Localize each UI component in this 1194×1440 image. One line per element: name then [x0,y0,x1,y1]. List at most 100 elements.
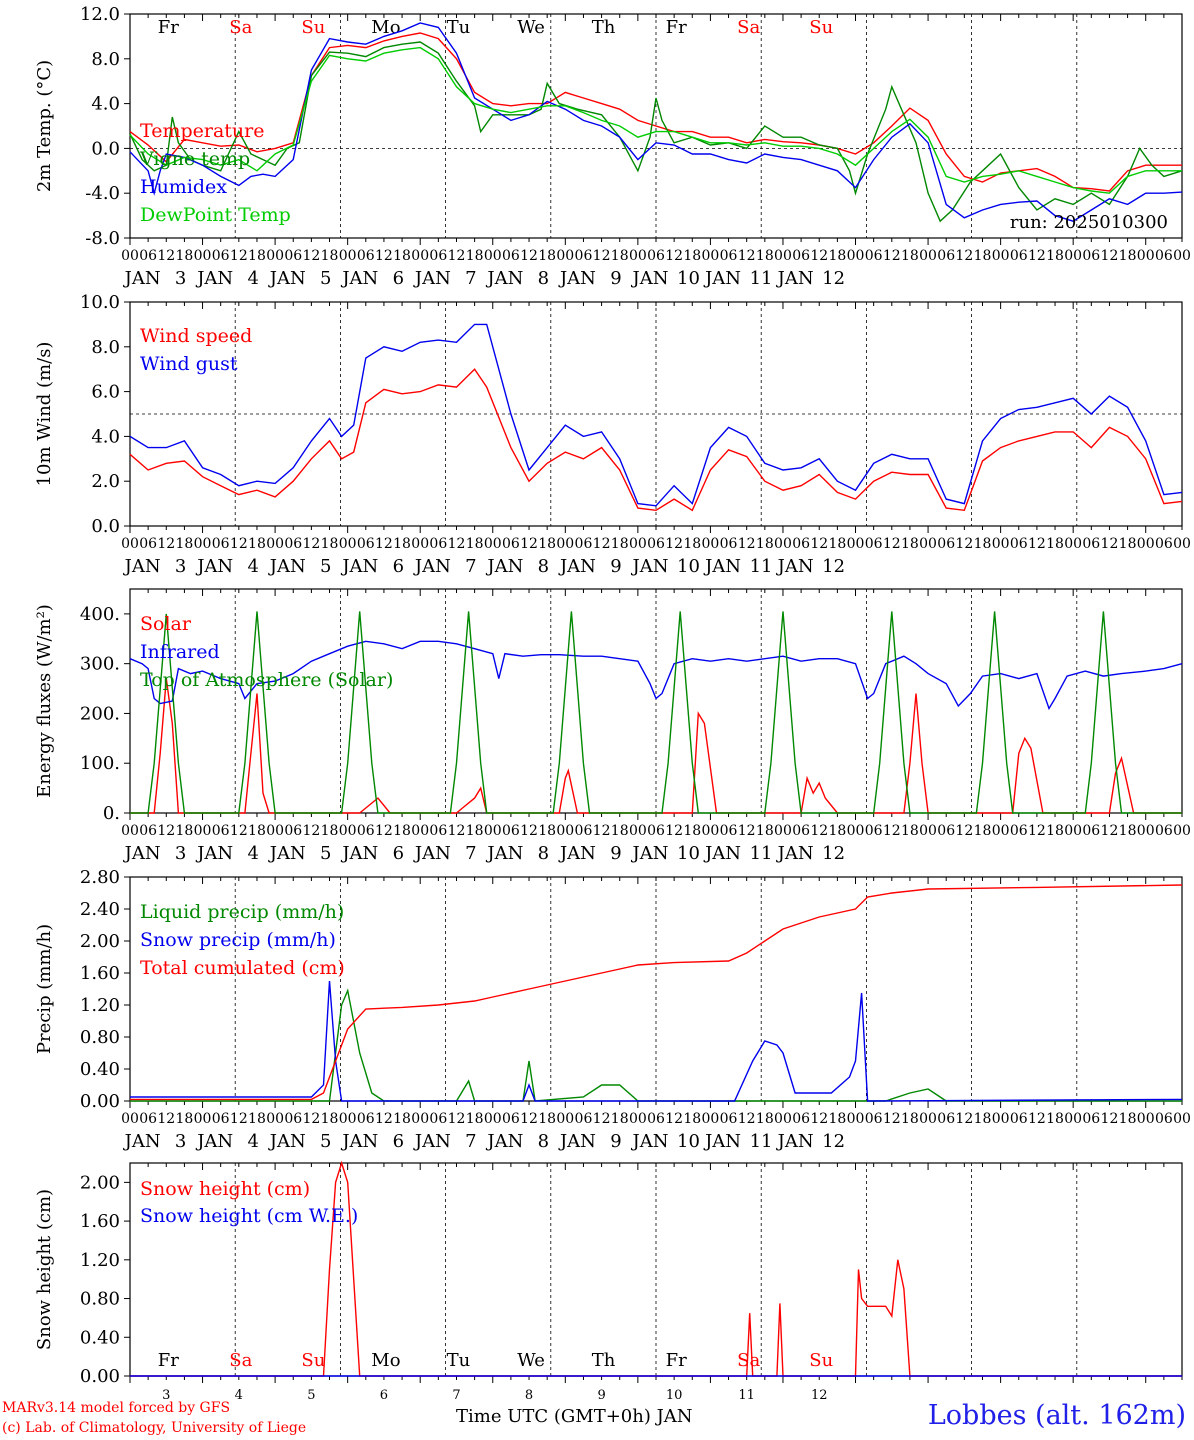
x-hour-label: 06 [1082,248,1100,264]
x-hour-label: 06 [212,536,230,552]
panel-3: 0. 100. 200. 300. 400. Energy fluxes (W/m²) 00… [34,588,1191,864]
x-hour-label: 00 [1064,536,1082,552]
x-day-number: 3 [162,1388,170,1403]
y-axis-title: Snow height (cm) [34,1189,55,1350]
x-hour-label: 00 [339,823,357,839]
weekday-label: We [517,1350,545,1371]
x-hour-label: 00 [484,536,502,552]
x-hour-label: 18 [466,823,484,839]
y-tick-label: 4.0 [91,426,120,447]
x-hour-label: 12 [157,823,175,839]
x-day-label: 3 [175,556,186,577]
lab-credit: (c) Lab. of Climatology, University of L… [2,1420,307,1436]
x-hour-label: 00 [339,536,357,552]
series-line [129,22,1183,222]
weekday-label: We [517,17,545,38]
x-hour-label: 18 [683,536,701,552]
x-month-label: JAN [776,556,814,577]
panel-5: 0.00 0.40 0.80 1.20 1.60 2.00 Snow height (cm)… [34,1160,1183,1403]
x-day-label: 12 [822,268,845,289]
x-hour-label: 12 [157,248,175,264]
x-hour-label: 06 [865,823,883,839]
y-tick-label: 0.00 [80,1366,120,1387]
x-hour-label: 12 [375,536,393,552]
x-hour-label: 12 [230,823,248,839]
x-hour-label: 06 [502,248,520,264]
x-hour-label: 18 [393,1111,411,1127]
x-hour-label: 12 [1101,1111,1119,1127]
x-hour-label: 18 [974,536,992,552]
x-hour-label: 18 [393,536,411,552]
x-hour-label: 00 [629,1111,647,1127]
x-day-number: 7 [452,1388,460,1403]
x-hour-label: 00 [121,248,139,264]
x-month-label: JAN [195,843,233,864]
x-hour-label: 18 [683,823,701,839]
plot-frame [129,588,1183,814]
weekday-label: Su [301,1350,325,1371]
x-hour-label: 18 [1046,536,1064,552]
x-hour-label: 12 [810,1111,828,1127]
x-hour-label: 18 [248,536,266,552]
x-hour-label: 12 [302,1111,320,1127]
x-hour-label: 00 [992,823,1010,839]
x-month-label: JAN [558,1131,596,1152]
x-hour-label: 00 [701,823,719,839]
x-hour-label: 06 [1010,823,1028,839]
x-month-label: JAN [413,556,451,577]
x-hour-label: 06 [139,823,157,839]
x-hour-label: 12 [883,1111,901,1127]
x-hour-label: 18 [756,823,774,839]
x-hour-label: 06 [212,1111,230,1127]
x-day-label: 10 [677,556,700,577]
x-month-label: JAN [268,843,306,864]
x-hour-label: 12 [157,536,175,552]
weekday-label: Mo [371,17,400,38]
x-hour-label: 12 [665,823,683,839]
x-hour-label: 00 [121,823,139,839]
x-month-label: JAN [631,268,669,289]
x-hour-label: 12 [375,1111,393,1127]
x-hour-label: 18 [828,248,846,264]
x-month-label: JAN [776,1131,814,1152]
station-label: Lobbes (alt. 162m) [927,1400,1186,1431]
x-hour-label: 06 [937,248,955,264]
x-hour-label: 12 [883,536,901,552]
x-hour-label: 12 [738,823,756,839]
x-day-label: 11 [750,843,773,864]
x-hour-label: 06 [647,536,665,552]
x-hour-label: 06 [865,536,883,552]
x-hour-label: 06 [720,823,738,839]
series-line [130,980,1183,1102]
y-tick-label: 1.20 [80,1250,120,1271]
x-hour-label: 00 [847,536,865,552]
x-hour-label: 18 [175,248,193,264]
series-line [130,611,1182,814]
x-hour-label: 06 [357,1111,375,1127]
legend-entry: Infrared [140,641,220,663]
weekday-label: Fr [666,17,687,38]
x-hour-label: 12 [230,248,248,264]
x-day-number: 6 [380,1388,388,1403]
x-hour-label: 06 [502,536,520,552]
x-day-label: 10 [677,268,700,289]
weekday-label: Su [809,1350,833,1371]
legend-entry: Temperature [140,120,264,142]
x-hour-label: 06 [575,1111,593,1127]
y-tick-label: 0.40 [80,1059,120,1080]
y-tick-label: 8.0 [91,337,120,358]
x-hour-label: 06 [212,248,230,264]
x-day-label: 8 [538,268,549,289]
x-day-number: 11 [738,1388,755,1403]
x-day-number: 9 [597,1388,605,1403]
x-hour-label: 18 [1119,823,1137,839]
x-hour-label: 06 [720,536,738,552]
x-day-label: 11 [750,268,773,289]
x-hour-label: 00 [701,536,719,552]
x-hour-label: 00 [194,1111,212,1127]
x-hour-label: 06 [1082,1111,1100,1127]
x-day-label: 8 [538,1131,549,1152]
weekday-label: Fr [158,17,179,38]
x-hour-label: 18 [756,248,774,264]
